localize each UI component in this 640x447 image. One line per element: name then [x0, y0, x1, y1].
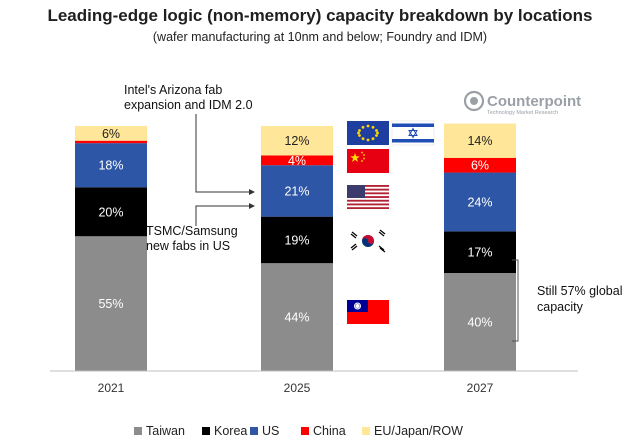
bar-segment-korea-2027	[444, 231, 516, 273]
legend-swatch	[362, 427, 370, 435]
data-label-taiwan-2025: 44%	[284, 311, 309, 325]
annotation-intel-line1: Intel's Arizona fab	[124, 83, 222, 97]
data-label-eu-japan-row-2021: 6%	[102, 127, 120, 141]
annotation-still-line2: capacity	[537, 300, 584, 314]
bar-segment-china-2021	[75, 140, 147, 144]
taiwan-flag-icon	[347, 300, 389, 324]
data-label-taiwan-2021: 55%	[98, 297, 123, 311]
logo-tagline: Technology Market Research	[487, 110, 558, 116]
counterpoint-logo-dot	[470, 97, 478, 105]
bar-segment-taiwan-2025	[261, 263, 333, 371]
bar-segment-korea-2025	[261, 216, 333, 264]
china-flag-icon	[347, 149, 389, 173]
data-label-korea-2025: 19%	[284, 233, 309, 247]
annotation-tsmc-line2: new fabs in US	[146, 239, 230, 253]
data-label-eu-japan-row-2027: 14%	[467, 134, 492, 148]
legend-swatch	[134, 427, 142, 435]
legend-swatch	[301, 427, 309, 435]
israel-flag-icon	[391, 120, 435, 146]
bar-segment-eu-japan-row-2025	[261, 126, 333, 156]
legend-swatch	[250, 427, 258, 435]
data-label-korea-2021: 20%	[98, 205, 123, 219]
legend-label: EU/Japan/ROW	[374, 424, 463, 438]
legend-item-us: US	[250, 424, 279, 438]
legend-swatch	[202, 427, 210, 435]
bar-segment-taiwan-2021	[75, 236, 147, 371]
taiwan-korea-bracket	[512, 259, 519, 342]
x-tick-2027: 2027	[467, 381, 494, 395]
annotation-still-line1: Still 57% global	[537, 284, 622, 298]
bar-segment-china-2025	[261, 155, 333, 166]
bars-layer: 55% 20% 18% 6% 44% 19% 21% 4% 12% 40% 17% 24% 6% 14%	[75, 123, 516, 371]
bar-segment-china-2027	[444, 157, 516, 173]
eu-flag-icon	[347, 121, 389, 145]
bar-segment-us-2021	[75, 143, 147, 188]
korea-flag-icon	[347, 228, 389, 254]
annotation-intel-line2: expansion and IDM 2.0	[124, 98, 253, 112]
legend-label: Taiwan	[146, 424, 185, 438]
data-label-china-2025: 4%	[288, 154, 306, 168]
data-label-us-2021: 18%	[98, 159, 123, 173]
bar-segment-eu-japan-row-2027	[444, 123, 516, 158]
legend-item-taiwan: Taiwan	[134, 424, 185, 438]
annotation-tsmc-line1: TSMC/Samsung	[146, 224, 238, 238]
legend-item-eu-japan-row: EU/Japan/ROW	[362, 424, 463, 438]
x-tick-labels: 2021 2025 2027	[98, 381, 494, 395]
chart-subtitle: (wafer manufacturing at 10nm and below; …	[152, 30, 488, 44]
intel-arrow	[195, 114, 255, 195]
counterpoint-logo-icon	[463, 90, 485, 112]
legend: Taiwan Korea US China EU/Japan/ROW	[134, 424, 463, 438]
legend-label: US	[262, 424, 279, 438]
usa-flag-icon	[347, 185, 389, 209]
chart-title: Leading-edge logic (non-memory) capacity…	[47, 6, 593, 25]
data-label-china-2027: 6%	[471, 159, 489, 173]
legend-label: Korea	[214, 424, 247, 438]
bar-segment-us-2027	[444, 172, 516, 232]
data-label-us-2025: 21%	[284, 184, 309, 198]
tsmc-arrow	[195, 203, 255, 226]
data-label-eu-japan-row-2025: 12%	[284, 134, 309, 148]
legend-item-korea: Korea	[202, 424, 247, 438]
bar-segment-korea-2021	[75, 187, 147, 237]
x-tick-2021: 2021	[98, 381, 125, 395]
legend-item-china: China	[301, 424, 346, 438]
bar-segment-taiwan-2027	[444, 273, 516, 371]
data-label-us-2027: 24%	[467, 195, 492, 209]
logo-name: Counterpoint	[487, 93, 581, 110]
data-label-taiwan-2027: 40%	[467, 316, 492, 330]
legend-label: China	[313, 424, 346, 438]
bar-segment-us-2025	[261, 165, 333, 217]
data-label-korea-2027: 17%	[467, 246, 492, 260]
x-tick-2025: 2025	[284, 381, 311, 395]
counterpoint-logo: Counterpoint Technology Market Research	[463, 90, 581, 116]
bar-segment-eu-japan-row-2021	[75, 126, 147, 141]
